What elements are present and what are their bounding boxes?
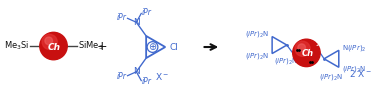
Text: Me$_3$Si: Me$_3$Si xyxy=(4,40,29,52)
Circle shape xyxy=(293,39,320,67)
Text: N: N xyxy=(133,67,140,76)
Circle shape xyxy=(40,32,67,60)
Circle shape xyxy=(295,41,310,56)
Text: Ch: Ch xyxy=(301,49,313,58)
Text: $(iPr)_2$N: $(iPr)_2$N xyxy=(245,29,269,39)
Text: $(iPr)_2$N: $(iPr)_2$N xyxy=(245,51,269,62)
Circle shape xyxy=(42,34,57,49)
Text: X$^-$: X$^-$ xyxy=(155,71,169,82)
Text: iPr: iPr xyxy=(142,8,152,17)
Text: 2+: 2+ xyxy=(315,42,324,47)
Text: Ch: Ch xyxy=(48,43,61,52)
Text: 2 X$^-$: 2 X$^-$ xyxy=(349,68,371,79)
Text: ⊕: ⊕ xyxy=(149,42,156,52)
Text: iPr: iPr xyxy=(142,77,152,86)
Text: iPr: iPr xyxy=(117,72,127,81)
Text: +: + xyxy=(96,40,107,53)
Text: N: N xyxy=(133,18,140,27)
Circle shape xyxy=(298,44,305,52)
Text: $(iPr)_2$N: $(iPr)_2$N xyxy=(319,72,344,82)
Text: Cl: Cl xyxy=(169,43,178,52)
Circle shape xyxy=(45,37,53,45)
Text: $(iPr)_2$N: $(iPr)_2$N xyxy=(274,56,299,66)
Text: N$(iPr)_2$: N$(iPr)_2$ xyxy=(342,43,366,53)
Text: $(iPr)_2$N: $(iPr)_2$N xyxy=(342,64,366,74)
Text: iPr: iPr xyxy=(117,13,127,22)
Text: SiMe$_3$: SiMe$_3$ xyxy=(78,40,104,52)
